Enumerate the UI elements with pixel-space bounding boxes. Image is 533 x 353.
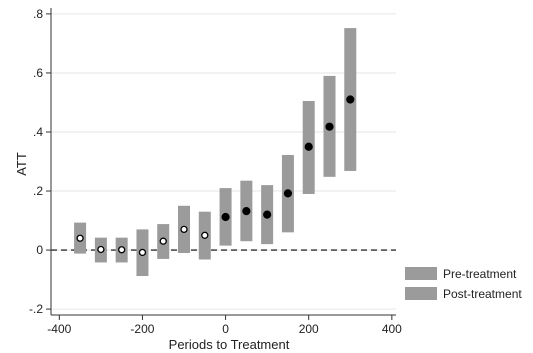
y-tick-label-2: .2	[33, 184, 43, 198]
confidence-interval-layer	[74, 28, 357, 277]
y-tick-label-1: 0	[36, 243, 43, 257]
point-post-2	[263, 210, 272, 219]
point-post-3	[283, 189, 293, 198]
x-tick-label-1: -200	[130, 322, 154, 336]
point-post-0	[221, 212, 230, 222]
x-tick-label-4: 400	[382, 322, 402, 336]
x-tick-label-2: 0	[222, 322, 229, 336]
y-axis-label: ATT	[14, 152, 29, 176]
legend-swatch-1	[405, 287, 437, 300]
point-pre-5	[180, 225, 188, 234]
legend-swatch-0	[405, 267, 437, 280]
point-layer	[76, 95, 355, 257]
point-pre-1	[97, 245, 105, 254]
point-post-6	[346, 95, 355, 104]
point-pre-3	[138, 248, 147, 257]
legend: Pre-treatment Post-treatment	[405, 267, 522, 301]
axis-layer: -.2 0 .2 .4 .6 .8 -400 -200 0 200 400	[29, 7, 402, 336]
y-tick-label-4: .6	[33, 66, 43, 80]
point-pre-4	[159, 237, 167, 245]
y-tick-label-0: -.2	[29, 302, 43, 316]
point-pre-2	[118, 246, 126, 254]
legend-label-0: Pre-treatment	[443, 267, 517, 281]
point-post-5	[325, 122, 334, 131]
point-pre-6	[201, 231, 209, 239]
x-tick-label-3: 200	[299, 322, 319, 336]
grid-layer	[51, 13, 396, 310]
x-axis-label: Periods to Treatment	[169, 337, 290, 352]
x-tick-label-0: -400	[47, 322, 71, 336]
point-pre-0	[76, 234, 84, 242]
y-tick-label-3: .4	[33, 125, 43, 139]
point-post-4	[304, 142, 313, 151]
legend-label-1: Post-treatment	[443, 287, 522, 301]
point-post-1	[242, 206, 251, 216]
y-tick-label-5: .8	[33, 7, 43, 21]
